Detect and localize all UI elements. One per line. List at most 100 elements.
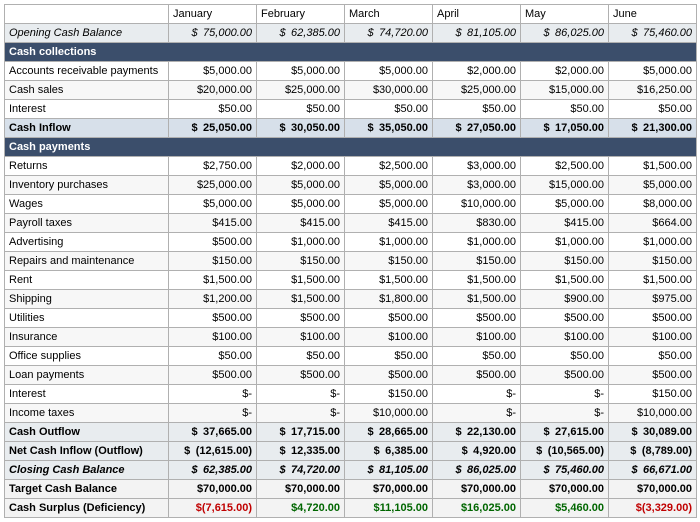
cell-value: $150.00 <box>345 252 433 271</box>
cell-value: $ 27,050.00 <box>433 119 521 138</box>
cell-value: $5,000.00 <box>609 176 697 195</box>
cell-value: $ 75,460.00 <box>521 461 609 480</box>
cell-value: $500.00 <box>257 366 345 385</box>
table-row: Repairs and maintenance$150.00$150.00$15… <box>5 252 697 271</box>
cell-value: $8,000.00 <box>609 195 697 214</box>
table-row: Wages$5,000.00$5,000.00$5,000.00$10,000.… <box>5 195 697 214</box>
cell-value: $5,000.00 <box>521 195 609 214</box>
cell-value: $50.00 <box>257 100 345 119</box>
cell-value: $50.00 <box>521 347 609 366</box>
table-row: Interest$-$-$150.00$-$-$150.00 <box>5 385 697 404</box>
cell-value: $ (10,565.00) <box>521 442 609 461</box>
cell-value: $ 62,385.00 <box>169 461 257 480</box>
cell-value: $50.00 <box>169 100 257 119</box>
row-label: Cash Outflow <box>5 423 169 442</box>
cell-value: $50.00 <box>433 100 521 119</box>
row-label: Payroll taxes <box>5 214 169 233</box>
table-row: Cash collections <box>5 43 697 62</box>
cell-value: $50.00 <box>345 347 433 366</box>
cell-value: $50.00 <box>345 100 433 119</box>
row-label: Cash Surplus (Deficiency) <box>5 499 169 518</box>
table-row: Utilities$500.00$500.00$500.00$500.00$50… <box>5 309 697 328</box>
cell-value: $ 81,105.00 <box>345 461 433 480</box>
table-row: Cash payments <box>5 138 697 157</box>
cell-value: $ 81,105.00 <box>433 24 521 43</box>
cell-value: $25,000.00 <box>433 81 521 100</box>
cell-value: $- <box>257 404 345 423</box>
cell-value: $ 86,025.00 <box>521 24 609 43</box>
cell-value: $664.00 <box>609 214 697 233</box>
table-row: Payroll taxes$415.00$415.00$415.00$830.0… <box>5 214 697 233</box>
blank-corner <box>5 5 169 24</box>
cell-value: $5,000.00 <box>345 176 433 195</box>
cell-value: $5,000.00 <box>609 62 697 81</box>
cell-value: $ 74,720.00 <box>345 24 433 43</box>
row-label: Office supplies <box>5 347 169 366</box>
cell-value: $11,105.00 <box>345 499 433 518</box>
row-label: Opening Cash Balance <box>5 24 169 43</box>
cell-value: $975.00 <box>609 290 697 309</box>
cell-value: $- <box>169 404 257 423</box>
cell-value: $5,000.00 <box>169 62 257 81</box>
cell-value: $50.00 <box>521 100 609 119</box>
row-label: Closing Cash Balance <box>5 461 169 480</box>
table-header: January February March April May June <box>5 5 697 24</box>
cell-value: $ (12,615.00) <box>169 442 257 461</box>
cash-flow-table: January February March April May June Op… <box>4 4 697 518</box>
cell-value: $10,000.00 <box>609 404 697 423</box>
cell-value: $70,000.00 <box>345 480 433 499</box>
cell-value: $900.00 <box>521 290 609 309</box>
cell-value: $500.00 <box>433 366 521 385</box>
cell-value: $ 66,671.00 <box>609 461 697 480</box>
cell-value: $- <box>433 404 521 423</box>
cell-value: $1,000.00 <box>433 233 521 252</box>
cell-value: $ 4,920.00 <box>433 442 521 461</box>
cell-value: $25,000.00 <box>257 81 345 100</box>
cell-value: $415.00 <box>169 214 257 233</box>
cell-value: $50.00 <box>609 100 697 119</box>
col-header: January <box>169 5 257 24</box>
cell-value: $100.00 <box>257 328 345 347</box>
cell-value: $50.00 <box>257 347 345 366</box>
table-row: Cash Inflow$ 25,050.00$ 30,050.00$ 35,05… <box>5 119 697 138</box>
col-header: February <box>257 5 345 24</box>
cell-value: $16,250.00 <box>609 81 697 100</box>
cell-value: $ 75,460.00 <box>609 24 697 43</box>
cell-value: $ 35,050.00 <box>345 119 433 138</box>
cell-value: $50.00 <box>433 347 521 366</box>
row-label: Cash Inflow <box>5 119 169 138</box>
cell-value: $1,500.00 <box>345 271 433 290</box>
cell-value: $500.00 <box>521 366 609 385</box>
cell-value: $1,000.00 <box>257 233 345 252</box>
table-row: Advertising$500.00$1,000.00$1,000.00$1,0… <box>5 233 697 252</box>
cell-value: $10,000.00 <box>433 195 521 214</box>
cell-value: $415.00 <box>345 214 433 233</box>
row-label: Shipping <box>5 290 169 309</box>
cell-value: $415.00 <box>257 214 345 233</box>
table-row: Office supplies$50.00$50.00$50.00$50.00$… <box>5 347 697 366</box>
table-row: Cash Outflow$ 37,665.00$ 17,715.00$ 28,6… <box>5 423 697 442</box>
cell-value: $ 27,615.00 <box>521 423 609 442</box>
table-row: Income taxes$-$-$10,000.00$-$-$10,000.00 <box>5 404 697 423</box>
cell-value: $- <box>521 385 609 404</box>
cell-value: $3,000.00 <box>433 157 521 176</box>
cell-value: $16,025.00 <box>433 499 521 518</box>
cell-value: $150.00 <box>609 385 697 404</box>
cell-value: $5,000.00 <box>345 195 433 214</box>
cell-value: $ 30,089.00 <box>609 423 697 442</box>
cell-value: $100.00 <box>433 328 521 347</box>
table-row: Rent$1,500.00$1,500.00$1,500.00$1,500.00… <box>5 271 697 290</box>
cell-value: $5,000.00 <box>345 62 433 81</box>
cell-value: $1,500.00 <box>257 271 345 290</box>
table-body: Opening Cash Balance$ 75,000.00$ 62,385.… <box>5 24 697 518</box>
cell-value: $5,000.00 <box>257 62 345 81</box>
row-label: Wages <box>5 195 169 214</box>
cell-value: $25,000.00 <box>169 176 257 195</box>
cell-value: $70,000.00 <box>169 480 257 499</box>
section-header: Cash collections <box>5 43 697 62</box>
cell-value: $70,000.00 <box>433 480 521 499</box>
col-header: April <box>433 5 521 24</box>
table-row: Shipping$1,200.00$1,500.00$1,800.00$1,50… <box>5 290 697 309</box>
cell-value: $150.00 <box>521 252 609 271</box>
cell-value: $500.00 <box>169 233 257 252</box>
